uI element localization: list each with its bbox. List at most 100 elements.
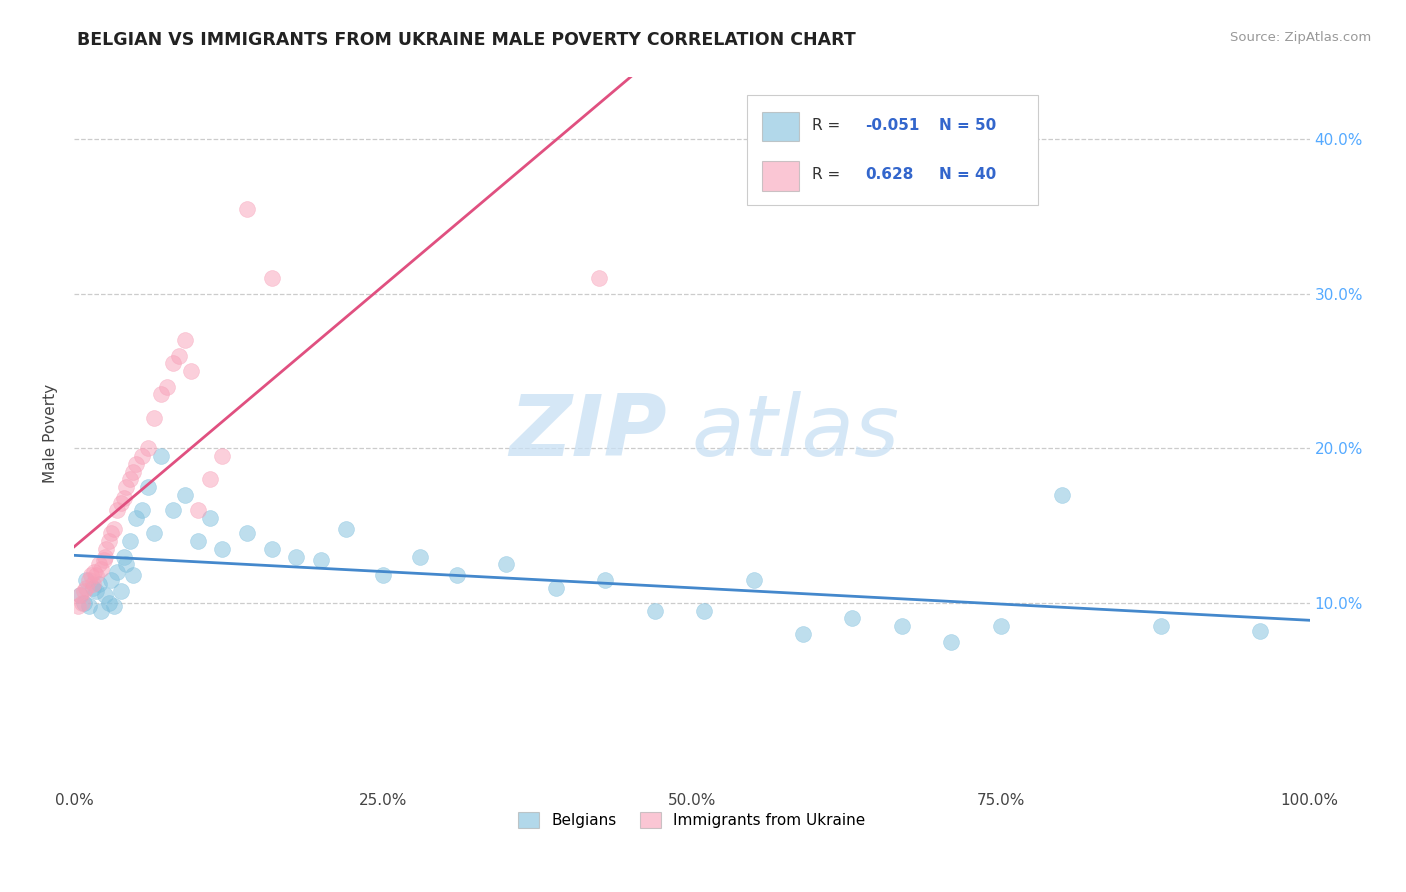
Point	[335, 522, 357, 536]
Point	[143, 526, 166, 541]
Point	[87, 577, 110, 591]
Point	[125, 511, 148, 525]
Point	[80, 568, 103, 582]
Point	[96, 541, 118, 556]
Point	[742, 573, 765, 587]
Point	[174, 333, 197, 347]
Point	[285, 549, 308, 564]
Point	[70, 596, 93, 610]
Point	[110, 495, 132, 509]
Point	[115, 480, 138, 494]
Text: atlas: atlas	[692, 392, 900, 475]
Point	[103, 522, 125, 536]
Point	[83, 565, 105, 579]
Point	[87, 558, 110, 572]
Point	[131, 503, 153, 517]
Point	[211, 449, 233, 463]
Point	[260, 541, 283, 556]
Point	[125, 457, 148, 471]
Point	[136, 480, 159, 494]
Point	[136, 442, 159, 456]
Text: R =: R =	[811, 118, 839, 133]
Point	[112, 491, 135, 505]
Point	[105, 503, 128, 517]
Point	[122, 568, 145, 582]
Point	[97, 596, 120, 610]
Point	[162, 503, 184, 517]
Point	[77, 573, 100, 587]
Point	[260, 271, 283, 285]
Point	[73, 596, 96, 610]
Point	[110, 583, 132, 598]
Text: Source: ZipAtlas.com: Source: ZipAtlas.com	[1230, 31, 1371, 45]
Y-axis label: Male Poverty: Male Poverty	[44, 384, 58, 483]
Point	[75, 573, 97, 587]
Point	[75, 581, 97, 595]
Point	[236, 202, 259, 216]
Point	[187, 503, 209, 517]
Point	[77, 599, 100, 614]
Point	[86, 568, 108, 582]
Point	[174, 488, 197, 502]
Point	[198, 511, 221, 525]
Point	[115, 558, 138, 572]
Text: 0.628: 0.628	[865, 168, 912, 182]
Point	[588, 271, 610, 285]
Point	[86, 583, 108, 598]
Point	[94, 549, 117, 564]
Point	[118, 534, 141, 549]
Point	[100, 526, 122, 541]
Point	[990, 619, 1012, 633]
Point	[409, 549, 432, 564]
Bar	[762, 161, 799, 191]
Point	[97, 534, 120, 549]
Point	[941, 634, 963, 648]
Point	[149, 387, 172, 401]
Text: R =: R =	[811, 168, 839, 182]
Point	[544, 581, 567, 595]
Point	[1150, 619, 1173, 633]
Point	[82, 577, 104, 591]
Point	[131, 449, 153, 463]
Point	[149, 449, 172, 463]
Point	[122, 465, 145, 479]
Text: N = 50: N = 50	[939, 118, 995, 133]
Text: BELGIAN VS IMMIGRANTS FROM UKRAINE MALE POVERTY CORRELATION CHART: BELGIAN VS IMMIGRANTS FROM UKRAINE MALE …	[77, 31, 856, 49]
Point	[112, 549, 135, 564]
Point	[90, 604, 112, 618]
Point	[105, 565, 128, 579]
Point	[82, 581, 104, 595]
Text: N = 40: N = 40	[939, 168, 995, 182]
Point	[156, 379, 179, 393]
Point	[167, 349, 190, 363]
Point	[187, 534, 209, 549]
Point	[309, 553, 332, 567]
Point	[180, 364, 202, 378]
Point	[143, 410, 166, 425]
Point	[1052, 488, 1074, 502]
Point	[371, 568, 394, 582]
Text: -0.051: -0.051	[865, 118, 920, 133]
Point	[495, 558, 517, 572]
Point	[69, 588, 91, 602]
Point	[693, 604, 716, 618]
Point	[890, 619, 912, 633]
Point	[94, 588, 117, 602]
Point	[792, 627, 814, 641]
Point	[198, 472, 221, 486]
Point	[1249, 624, 1271, 638]
FancyBboxPatch shape	[748, 95, 1038, 205]
Point	[644, 604, 666, 618]
Point	[841, 611, 863, 625]
Legend: Belgians, Immigrants from Ukraine: Belgians, Immigrants from Ukraine	[512, 806, 872, 834]
Text: ZIP: ZIP	[509, 392, 666, 475]
Point	[446, 568, 468, 582]
Point	[93, 553, 115, 567]
Bar	[762, 112, 799, 142]
Point	[69, 588, 91, 602]
Point	[236, 526, 259, 541]
Point	[90, 562, 112, 576]
Point	[103, 599, 125, 614]
Point	[118, 472, 141, 486]
Point	[211, 541, 233, 556]
